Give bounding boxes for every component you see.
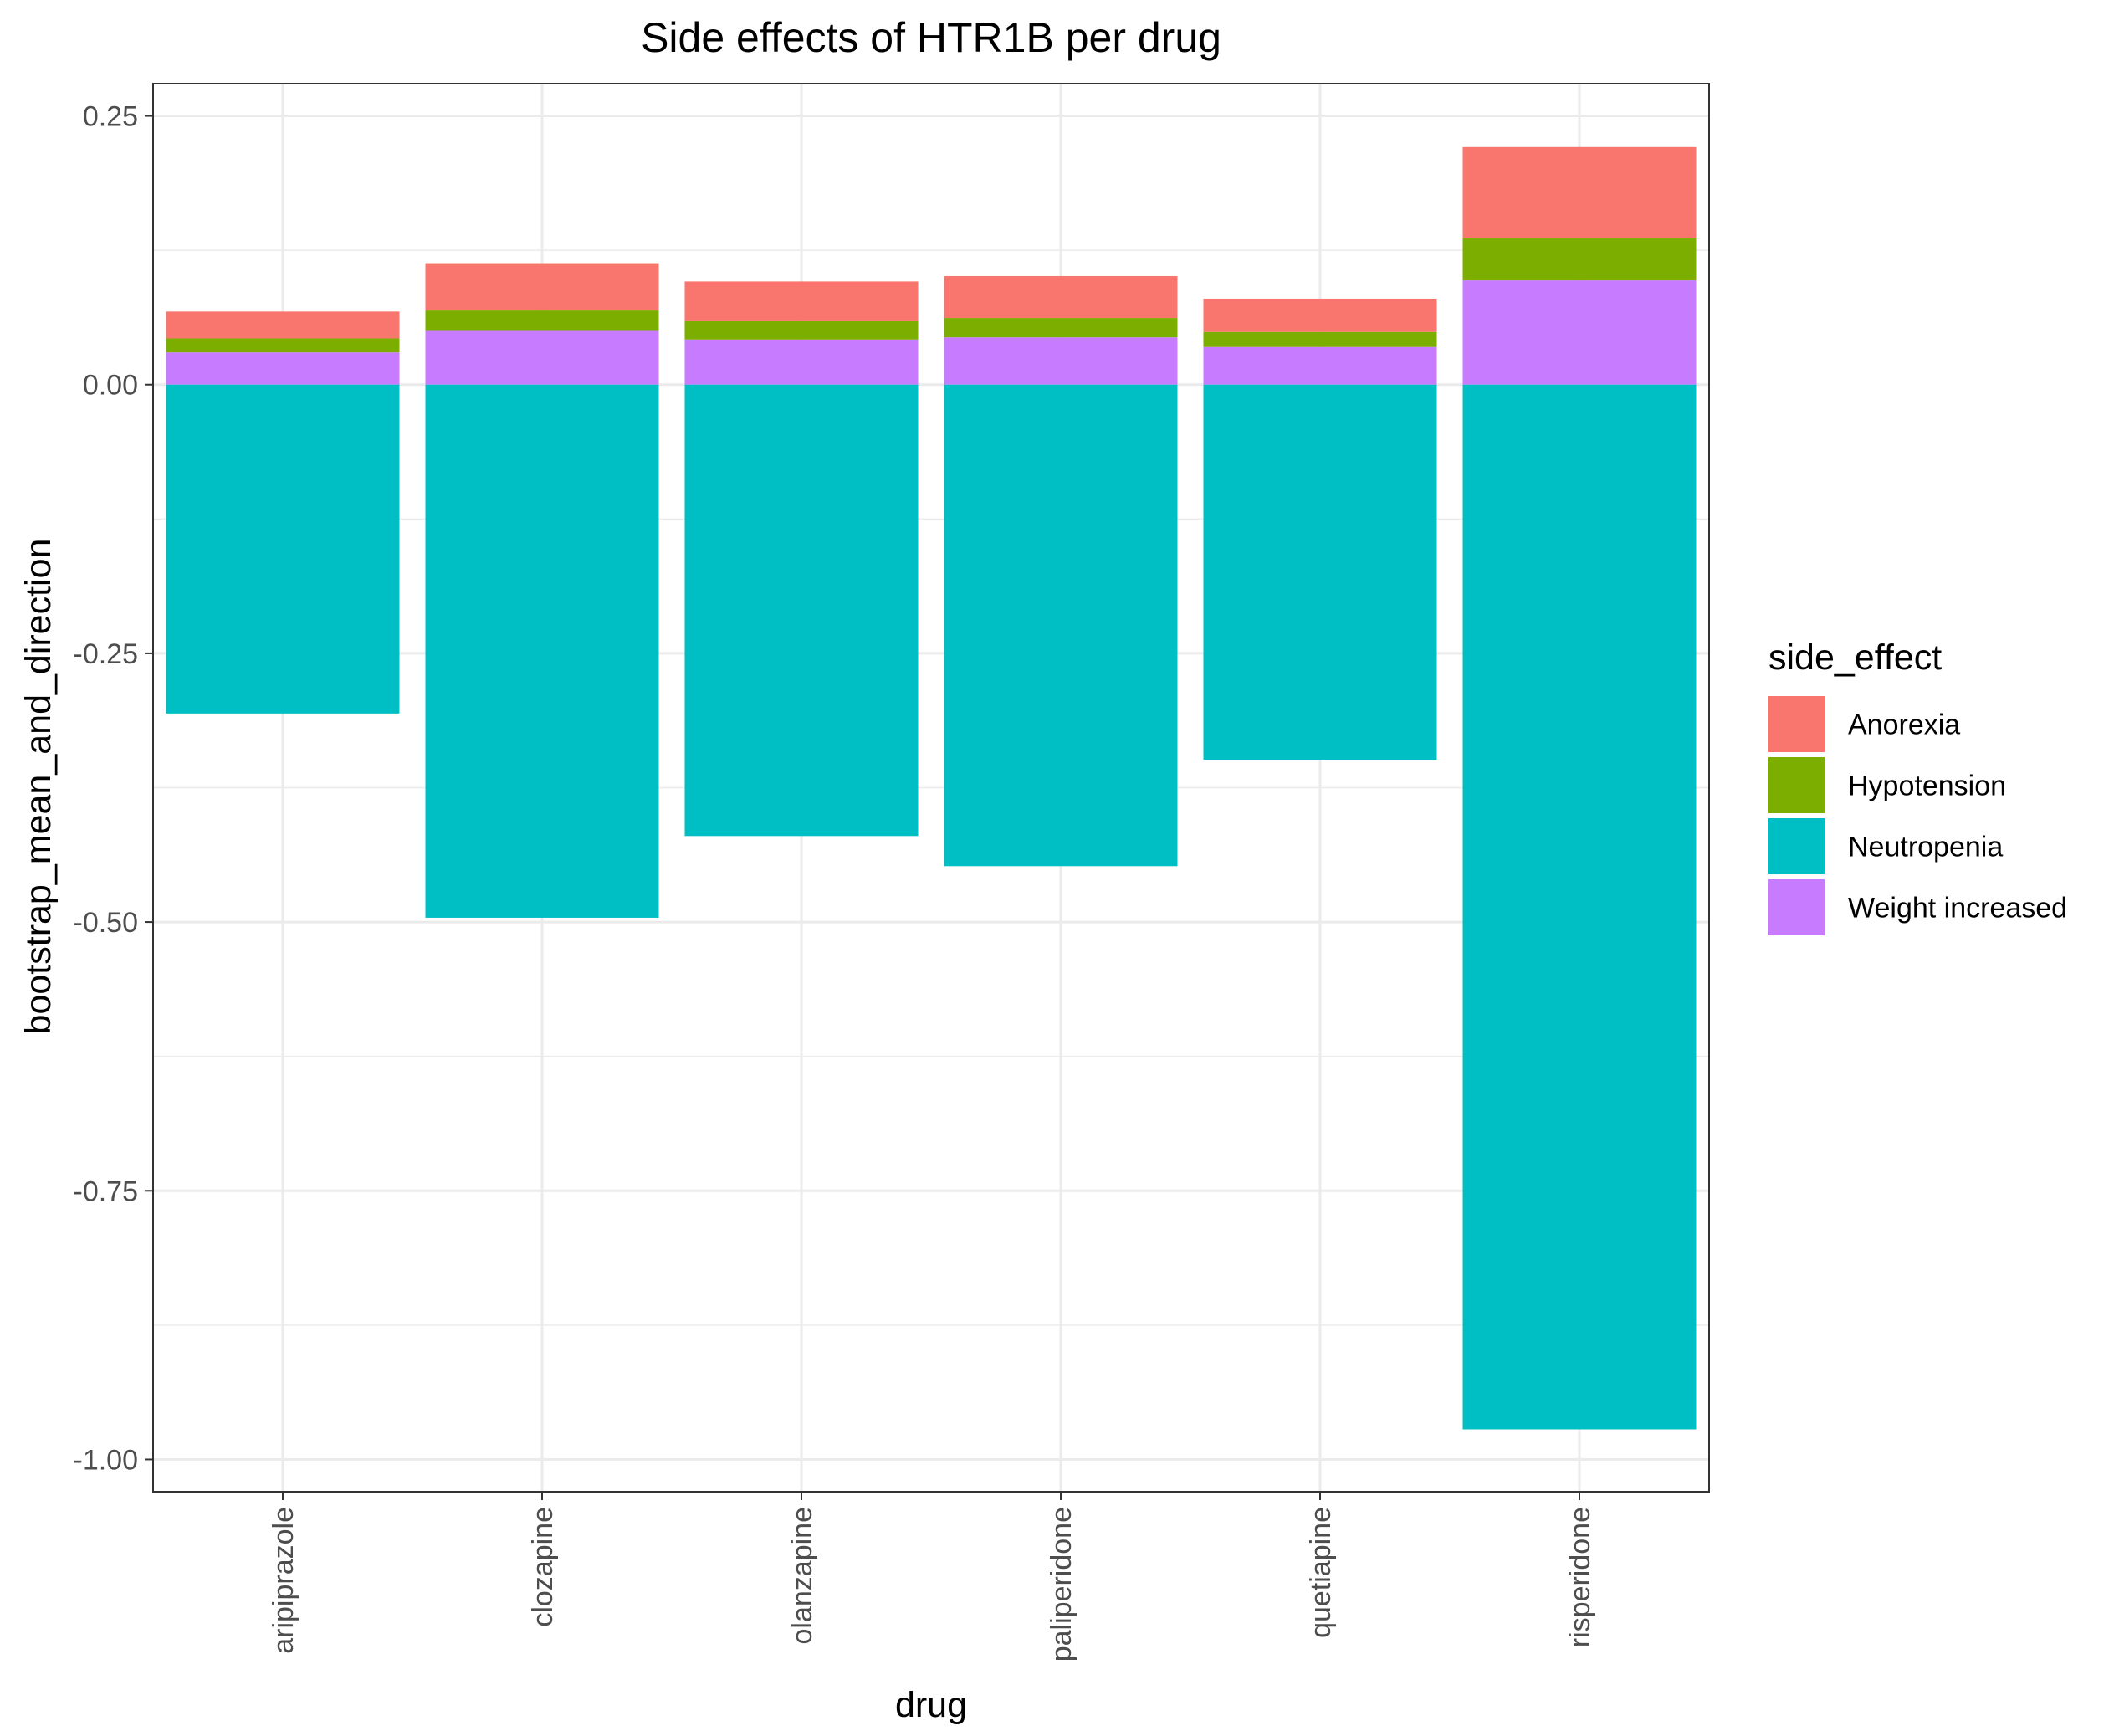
bar-paliperidone-hypotension: [944, 318, 1178, 338]
minor-gridlines: [153, 249, 1709, 1326]
y-tick-label: 0.25: [83, 101, 138, 133]
legend-key-weight-increased: [1768, 879, 1825, 935]
x-tick-label: quetiapine: [1305, 1507, 1337, 1638]
bar-clozapine-neutropenia: [425, 384, 659, 918]
chart-title: Side effects of HTR1B per drug: [641, 14, 1221, 61]
bar-quetiapine-neutropenia: [1203, 384, 1437, 760]
bar-quetiapine-hypotension: [1203, 331, 1437, 347]
bar-paliperidone-anorexia: [944, 275, 1178, 319]
bar-risperidone-hypotension: [1462, 238, 1697, 281]
bar-clozapine-anorexia: [425, 263, 659, 311]
bar-clozapine-hypotension: [425, 310, 659, 331]
x-tick-label: clozapine: [527, 1507, 559, 1627]
bar-risperidone-weight-increased: [1462, 280, 1697, 385]
legend-label: Weight increased: [1848, 893, 2067, 924]
legend-label: Hypotension: [1848, 771, 2006, 802]
y-tick-label: -0.25: [74, 638, 139, 670]
bar-olanzapine-anorexia: [684, 281, 919, 321]
bar-paliperidone-weight-increased: [944, 337, 1178, 385]
legend-key-anorexia: [1768, 696, 1825, 752]
y-axis: 0.25 0.00 -0.25 -0.50 -0.75 -1.00: [74, 101, 153, 1476]
bar-aripiprazole-anorexia: [166, 311, 400, 339]
y-tick-label: 0.00: [83, 370, 138, 402]
bar-risperidone-neutropenia: [1462, 384, 1697, 1430]
bar-paliperidone-neutropenia: [944, 384, 1178, 867]
y-tick-label: -1.00: [74, 1444, 139, 1476]
bar-olanzapine-hypotension: [684, 320, 919, 340]
legend: side_effect Anorexia Hypotension Neutropen…: [1768, 638, 2067, 935]
x-axis: aripiprazole clozapine olanzapine paliperid…: [268, 1492, 1596, 1662]
bar-olanzapine-neutropenia: [684, 384, 919, 837]
bar-aripiprazole-weight-increased: [166, 352, 400, 385]
bar-quetiapine-weight-increased: [1203, 346, 1437, 385]
panel-border: [152, 83, 1710, 1493]
y-tick-label: -0.50: [74, 907, 139, 939]
legend-label: Anorexia: [1848, 709, 1960, 741]
y-tick-label: -0.75: [74, 1175, 139, 1207]
legend-title: side_effect: [1768, 638, 1942, 678]
bar-quetiapine-anorexia: [1203, 298, 1437, 332]
bar-aripiprazole-hypotension: [166, 338, 400, 353]
x-axis-title: drug: [895, 1685, 967, 1725]
bar-clozapine-weight-increased: [425, 330, 659, 385]
bar-aripiprazole-neutropenia: [166, 384, 400, 714]
legend-key-hypotension: [1768, 757, 1825, 813]
legend-key-neutropenia: [1768, 818, 1825, 874]
x-tick-label: paliperidone: [1046, 1507, 1077, 1662]
x-tick-label: aripiprazole: [268, 1507, 299, 1654]
legend-label: Neutropenia: [1848, 832, 2003, 863]
x-tick-label: risperidone: [1564, 1507, 1596, 1647]
x-tick-label: olanzapine: [786, 1507, 818, 1644]
bar-risperidone-anorexia: [1462, 146, 1697, 239]
bar-olanzapine-weight-increased: [684, 339, 919, 385]
y-axis-title: bootstrap_mean_and_direction: [18, 539, 59, 1035]
bars: [166, 146, 1697, 1430]
